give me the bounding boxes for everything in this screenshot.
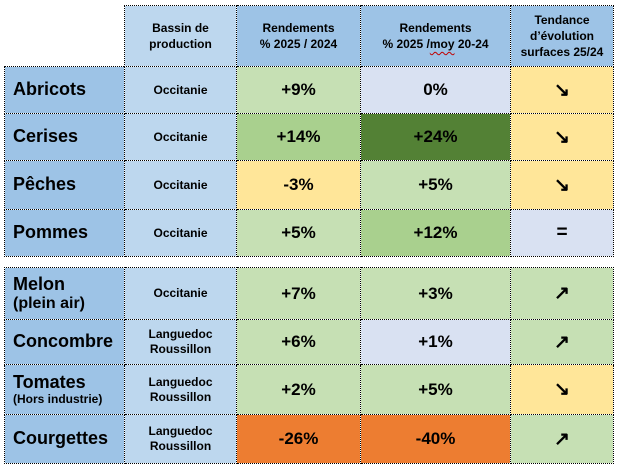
bassin-cell: Languedoc Roussillon <box>124 414 237 464</box>
product-name: Courgettes <box>13 428 109 449</box>
fruits-rows: Abricots Occitanie +9% 0% ↘ Cerises Occitanie +… <box>4 66 614 257</box>
arrow-down-right-icon: ↘ <box>554 379 570 400</box>
bassin-cell: Languedoc Roussillon <box>124 364 237 415</box>
trend-cell: ↗ <box>510 267 614 320</box>
arrow-down-right-icon: ↘ <box>554 174 570 196</box>
table-row: Cerises Occitanie +14% +24% ↘ <box>4 113 614 161</box>
value-2025-2024-cell: +2% <box>236 364 361 415</box>
table-row: Tomates (Hors industrie) Languedoc Roussil… <box>4 364 614 415</box>
value-2025-2024-cell: +7% <box>236 267 361 320</box>
trend-cell: ↗ <box>510 414 614 464</box>
header-row: Bassin de production Rendements % 2025 / 20… <box>5 5 614 67</box>
product-name: Pêches <box>13 174 77 195</box>
header-line: Rendements <box>262 20 335 35</box>
col-header-rmoy: Rendements% 2025 /moy 20-24 <box>360 5 511 67</box>
table-row: Courgettes Languedoc Roussillon -26% -40% ↗ <box>4 414 614 464</box>
header-line: Rendements <box>399 20 472 35</box>
product-name: Pommes <box>13 222 89 243</box>
table-header: Bassin de production Rendements % 2025 / 20… <box>5 5 614 67</box>
value-2025-moy-cell: +24% <box>360 113 511 161</box>
header-line: surfaces 25/24 <box>520 45 604 60</box>
col-header-trend: Tendance d’évolution surfaces 25/24 <box>510 5 614 67</box>
value-2025-moy-cell: +5% <box>360 364 511 415</box>
header-line: d’évolution <box>530 28 594 43</box>
col-header-r2024: Rendements % 2025 / 2024 <box>236 5 361 67</box>
corner-cell <box>5 6 125 67</box>
arrow-down-right-icon: ↘ <box>554 126 570 148</box>
product-name: Concombre <box>13 331 114 352</box>
trend-cell: ↘ <box>510 113 614 161</box>
product-subtitle: (plein air) <box>13 294 86 312</box>
product-cell: Melon (plein air) <box>4 267 125 320</box>
value-2025-2024-cell: +6% <box>236 319 361 365</box>
value-2025-moy-cell: +3% <box>360 267 511 320</box>
spellcheck-wavy-text: moy <box>429 37 455 51</box>
vegetables-rows: Melon (plein air) Occitanie +7% +3% ↗ Concombr… <box>4 267 614 464</box>
trend-cell: ↘ <box>510 66 614 114</box>
product-cell: Cerises <box>4 113 125 161</box>
value-2025-moy-cell: +1% <box>360 319 511 365</box>
table-row: Pommes Occitanie +5% +12% = <box>4 209 614 257</box>
table-row: Abricots Occitanie +9% 0% ↘ <box>4 66 614 114</box>
value-2025-moy-cell: +5% <box>360 160 511 210</box>
bassin-cell: Occitanie <box>124 66 237 114</box>
bassin-cell: Languedoc Roussillon <box>124 319 237 365</box>
arrow-up-right-icon: ↗ <box>554 331 570 353</box>
header-line-prefix: % 2025 / <box>382 37 430 51</box>
table-row: Melon (plein air) Occitanie +7% +3% ↗ <box>4 267 614 320</box>
table-row: Concombre Languedoc Roussillon +6% +1% ↗ <box>4 319 614 365</box>
trend-cell: = <box>510 209 614 257</box>
arrow-up-right-icon: ↗ <box>554 428 570 450</box>
product-cell: Courgettes <box>4 414 125 464</box>
table-row: Pêches Occitanie -3% +5% ↘ <box>4 160 614 210</box>
equals-icon: = <box>556 222 568 243</box>
value-2025-2024-cell: -3% <box>236 160 361 210</box>
value-2025-moy-cell: 0% <box>360 66 511 114</box>
bassin-cell: Occitanie <box>124 267 237 320</box>
product-name: Abricots <box>13 79 87 100</box>
header-line: production <box>149 37 212 51</box>
product-subtitle: (Hors industrie) <box>13 391 103 406</box>
product-name: Cerises <box>13 126 79 147</box>
header-line: Tendance <box>534 12 590 27</box>
trend-cell: ↘ <box>510 364 614 415</box>
col-header-bassin: Bassin de production <box>124 5 237 67</box>
value-2025-2024-cell: +14% <box>236 113 361 161</box>
product-name: Tomates <box>13 372 86 392</box>
value-2025-2024-cell: +9% <box>236 66 361 114</box>
trend-cell: ↗ <box>510 319 614 365</box>
product-cell: Pommes <box>4 209 125 257</box>
product-name: Melon <box>13 273 65 294</box>
yield-table-sheet: Bassin de production Rendements % 2025 / 20… <box>4 5 614 464</box>
vegetables-yield-table: Melon (plein air) Occitanie +7% +3% ↗ Concombr… <box>4 267 614 464</box>
header-line: % 2025 /moy 20-24 <box>362 36 510 52</box>
arrow-down-right-icon: ↘ <box>554 79 570 101</box>
fruits-yield-table: Bassin de production Rendements % 2025 / 20… <box>4 5 614 257</box>
product-cell: Pêches <box>4 160 125 210</box>
value-2025-moy-cell: -40% <box>360 414 511 464</box>
product-cell: Tomates (Hors industrie) <box>4 364 125 415</box>
bassin-cell: Occitanie <box>124 209 237 257</box>
header-line: % 2025 / 2024 <box>259 37 338 51</box>
arrow-up-right-icon: ↗ <box>554 283 570 304</box>
bassin-cell: Occitanie <box>124 113 237 161</box>
value-2025-2024-cell: -26% <box>236 414 361 464</box>
header-line-suffix: 20-24 <box>454 37 489 51</box>
header-line: Bassin de <box>152 20 209 35</box>
product-cell: Abricots <box>4 66 125 114</box>
trend-cell: ↘ <box>510 160 614 210</box>
value-2025-2024-cell: +5% <box>236 209 361 257</box>
product-cell: Concombre <box>4 319 125 365</box>
bassin-cell: Occitanie <box>124 160 237 210</box>
value-2025-moy-cell: +12% <box>360 209 511 257</box>
